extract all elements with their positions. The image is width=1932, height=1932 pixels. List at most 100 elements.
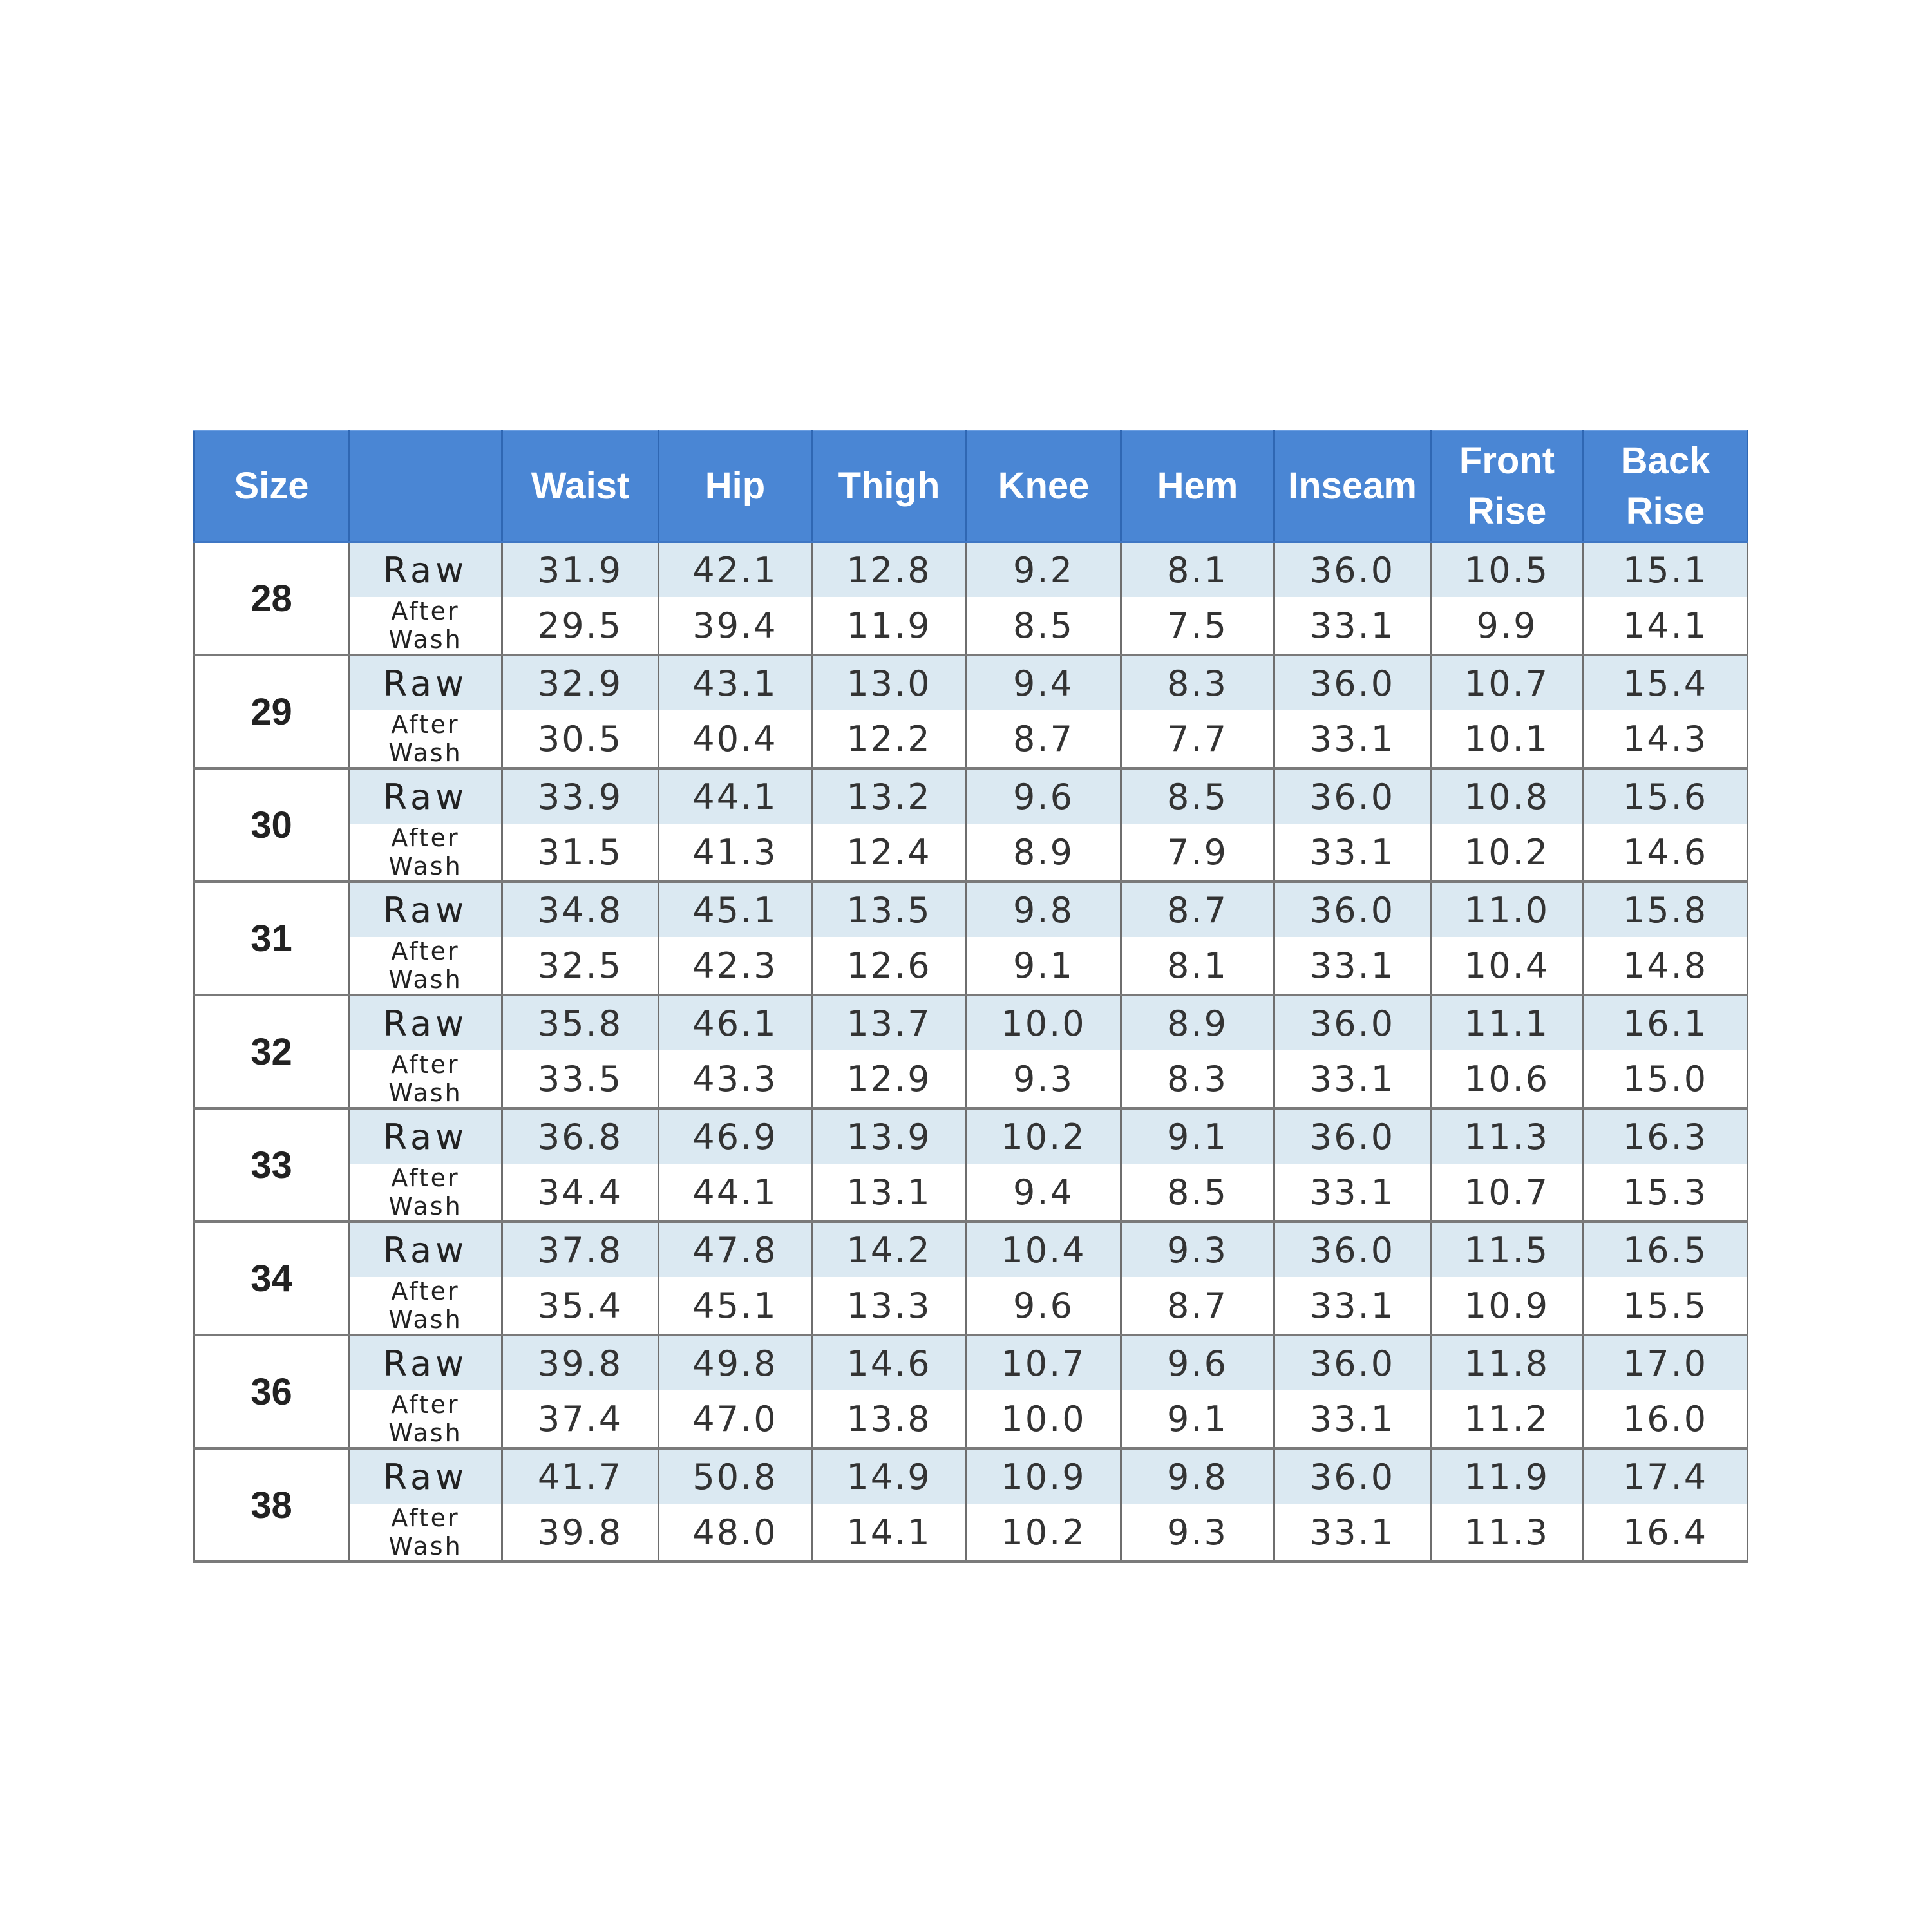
after-wash-value-cell: 33.1 <box>1273 824 1432 883</box>
raw-value-cell: 13.9 <box>811 1108 967 1164</box>
after-wash-value-cell: 33.1 <box>1273 710 1432 770</box>
raw-value-cell: 15.6 <box>1582 768 1748 824</box>
header-waist: Waist <box>501 430 659 543</box>
raw-value-cell: 46.9 <box>658 1108 813 1164</box>
raw-value-cell: 46.1 <box>658 995 813 1050</box>
raw-value-cell: 16.1 <box>1582 995 1748 1050</box>
header-hem-label: Hem <box>1157 465 1238 507</box>
after-wash-value-cell: 12.9 <box>811 1050 967 1110</box>
raw-value-cell: 36.0 <box>1273 1108 1432 1164</box>
raw-value-cell: 9.6 <box>965 768 1122 824</box>
header-back-rise-label: Rise <box>1625 490 1705 532</box>
raw-value-cell: 47.8 <box>658 1222 813 1277</box>
header-size-label: Size <box>234 465 309 507</box>
raw-value-cell: 13.5 <box>811 882 967 937</box>
after-wash-value-cell: 44.1 <box>658 1164 813 1223</box>
raw-value-cell: 11.0 <box>1430 882 1584 937</box>
raw-label: Raw <box>348 995 503 1050</box>
raw-value-cell: 36.8 <box>501 1108 659 1164</box>
raw-value-cell: 8.5 <box>1120 768 1275 824</box>
raw-value-cell: 10.0 <box>965 995 1122 1050</box>
after-wash-value-cell: 9.1 <box>1120 1390 1275 1450</box>
raw-value-cell: 10.8 <box>1430 768 1584 824</box>
after-wash-value-cell: 8.9 <box>965 824 1122 883</box>
raw-value-cell: 37.8 <box>501 1222 659 1277</box>
after-wash-value-cell: 7.5 <box>1120 597 1275 656</box>
after-wash-value-cell: 43.3 <box>658 1050 813 1110</box>
after-wash-value-cell: 14.8 <box>1582 937 1748 996</box>
table-row-after-wash: After Wash 30.5 40.4 12.2 8.7 7.7 33.1 10.1 14.3 <box>194 710 1748 770</box>
after-wash-value-cell: 37.4 <box>501 1390 659 1450</box>
after-wash-value-cell: 11.2 <box>1430 1390 1584 1450</box>
raw-label: Raw <box>348 655 503 710</box>
after-wash-value-cell: 8.3 <box>1120 1050 1275 1110</box>
after-wash-value-cell: 32.5 <box>501 937 659 996</box>
after-wash-value-cell: 14.6 <box>1582 824 1748 883</box>
raw-value-cell: 39.8 <box>501 1335 659 1390</box>
raw-value-cell: 10.7 <box>965 1335 1122 1390</box>
raw-value-cell: 11.9 <box>1430 1448 1584 1504</box>
after-wash-value-cell: 15.0 <box>1582 1050 1748 1110</box>
after-wash-value-cell: 10.2 <box>965 1504 1122 1563</box>
after-wash-value-cell: 14.3 <box>1582 710 1748 770</box>
table-row-after-wash: After Wash 39.8 48.0 14.1 10.2 9.3 33.1 11.3 16.… <box>194 1504 1748 1563</box>
after-wash-value-cell: 15.3 <box>1582 1164 1748 1223</box>
after-wash-value-cell: 12.2 <box>811 710 967 770</box>
raw-value-cell: 11.3 <box>1430 1108 1584 1164</box>
raw-label: Raw <box>348 1335 503 1390</box>
after-wash-value-cell: 35.4 <box>501 1277 659 1336</box>
header-hip-label: Hip <box>705 465 766 507</box>
after-wash-value-cell: 33.1 <box>1273 1050 1432 1110</box>
raw-value-cell: 13.0 <box>811 655 967 710</box>
raw-value-cell: 9.8 <box>1120 1448 1275 1504</box>
after-wash-value-cell: 10.4 <box>1430 937 1584 996</box>
raw-value-cell: 9.8 <box>965 882 1122 937</box>
raw-value-cell: 9.1 <box>1120 1108 1275 1164</box>
raw-value-cell: 8.7 <box>1120 882 1275 937</box>
raw-label: Raw <box>348 1108 503 1164</box>
after-wash-value-cell: 10.9 <box>1430 1277 1584 1336</box>
raw-value-cell: 41.7 <box>501 1448 659 1504</box>
after-wash-value-cell: 33.1 <box>1273 1504 1432 1563</box>
raw-label: Raw <box>348 1448 503 1504</box>
raw-label: Raw <box>348 1222 503 1277</box>
after-wash-value-cell: 10.2 <box>1430 824 1584 883</box>
raw-value-cell: 36.0 <box>1273 1448 1432 1504</box>
raw-value-cell: 36.0 <box>1273 882 1432 937</box>
after-wash-value-cell: 9.3 <box>965 1050 1122 1110</box>
table-row-raw: 31 Raw 34.8 45.1 13.5 9.8 8.7 36.0 11.0 15.8 <box>193 882 1748 996</box>
after-wash-value-cell: 33.1 <box>1273 1277 1432 1336</box>
raw-value-cell: 36.0 <box>1273 542 1432 597</box>
raw-label: Raw <box>348 542 503 597</box>
raw-value-cell: 50.8 <box>658 1448 813 1504</box>
raw-value-cell: 36.0 <box>1273 768 1432 824</box>
raw-value-cell: 36.0 <box>1273 995 1432 1050</box>
header-waist-label: Waist <box>531 465 630 507</box>
raw-value-cell: 14.6 <box>811 1335 967 1390</box>
table-row-after-wash: After Wash 34.4 44.1 13.1 9.4 8.5 33.1 10.7 15.3 <box>194 1164 1748 1223</box>
after-wash-value-cell: 31.5 <box>501 824 659 883</box>
table-row-after-wash: After Wash 35.4 45.1 13.3 9.6 8.7 33.1 10.9 15.5 <box>194 1277 1748 1336</box>
after-wash-value-cell: 45.1 <box>658 1277 813 1336</box>
after-wash-value-cell: 33.1 <box>1273 1390 1432 1450</box>
raw-value-cell: 45.1 <box>658 882 813 937</box>
header-thigh: Thigh <box>811 430 967 543</box>
after-wash-value-cell: 9.9 <box>1430 597 1584 656</box>
after-wash-value-cell: 39.8 <box>501 1504 659 1563</box>
header-inseam-label: Inseam <box>1288 465 1417 507</box>
table-row-raw: 38 Raw 41.7 50.8 14.9 10.9 9.8 36.0 11.9 17.4 <box>193 1448 1748 1563</box>
header-front-rise: Front Rise <box>1430 430 1584 543</box>
size-chart-table: Size Waist Hip Thigh Knee Hem Inseam Front Rise B… <box>193 430 1748 1563</box>
after-wash-value-cell: 34.4 <box>501 1164 659 1223</box>
table-row-raw: 32 Raw 35.8 46.1 13.7 10.0 8.9 36.0 11.1 16.1 <box>193 995 1748 1110</box>
raw-value-cell: 14.2 <box>811 1222 967 1277</box>
after-wash-value-cell: 9.6 <box>965 1277 1122 1336</box>
raw-value-cell: 11.5 <box>1430 1222 1584 1277</box>
raw-label: Raw <box>348 768 503 824</box>
raw-value-cell: 44.1 <box>658 768 813 824</box>
raw-value-cell: 49.8 <box>658 1335 813 1390</box>
table-body: 28 Raw 31.9 42.1 12.8 9.2 8.1 36.0 10.5 15.1 After… <box>193 542 1748 1563</box>
raw-value-cell: 32.9 <box>501 655 659 710</box>
raw-value-cell: 10.9 <box>965 1448 1122 1504</box>
size-cell: 38 <box>193 1448 350 1563</box>
